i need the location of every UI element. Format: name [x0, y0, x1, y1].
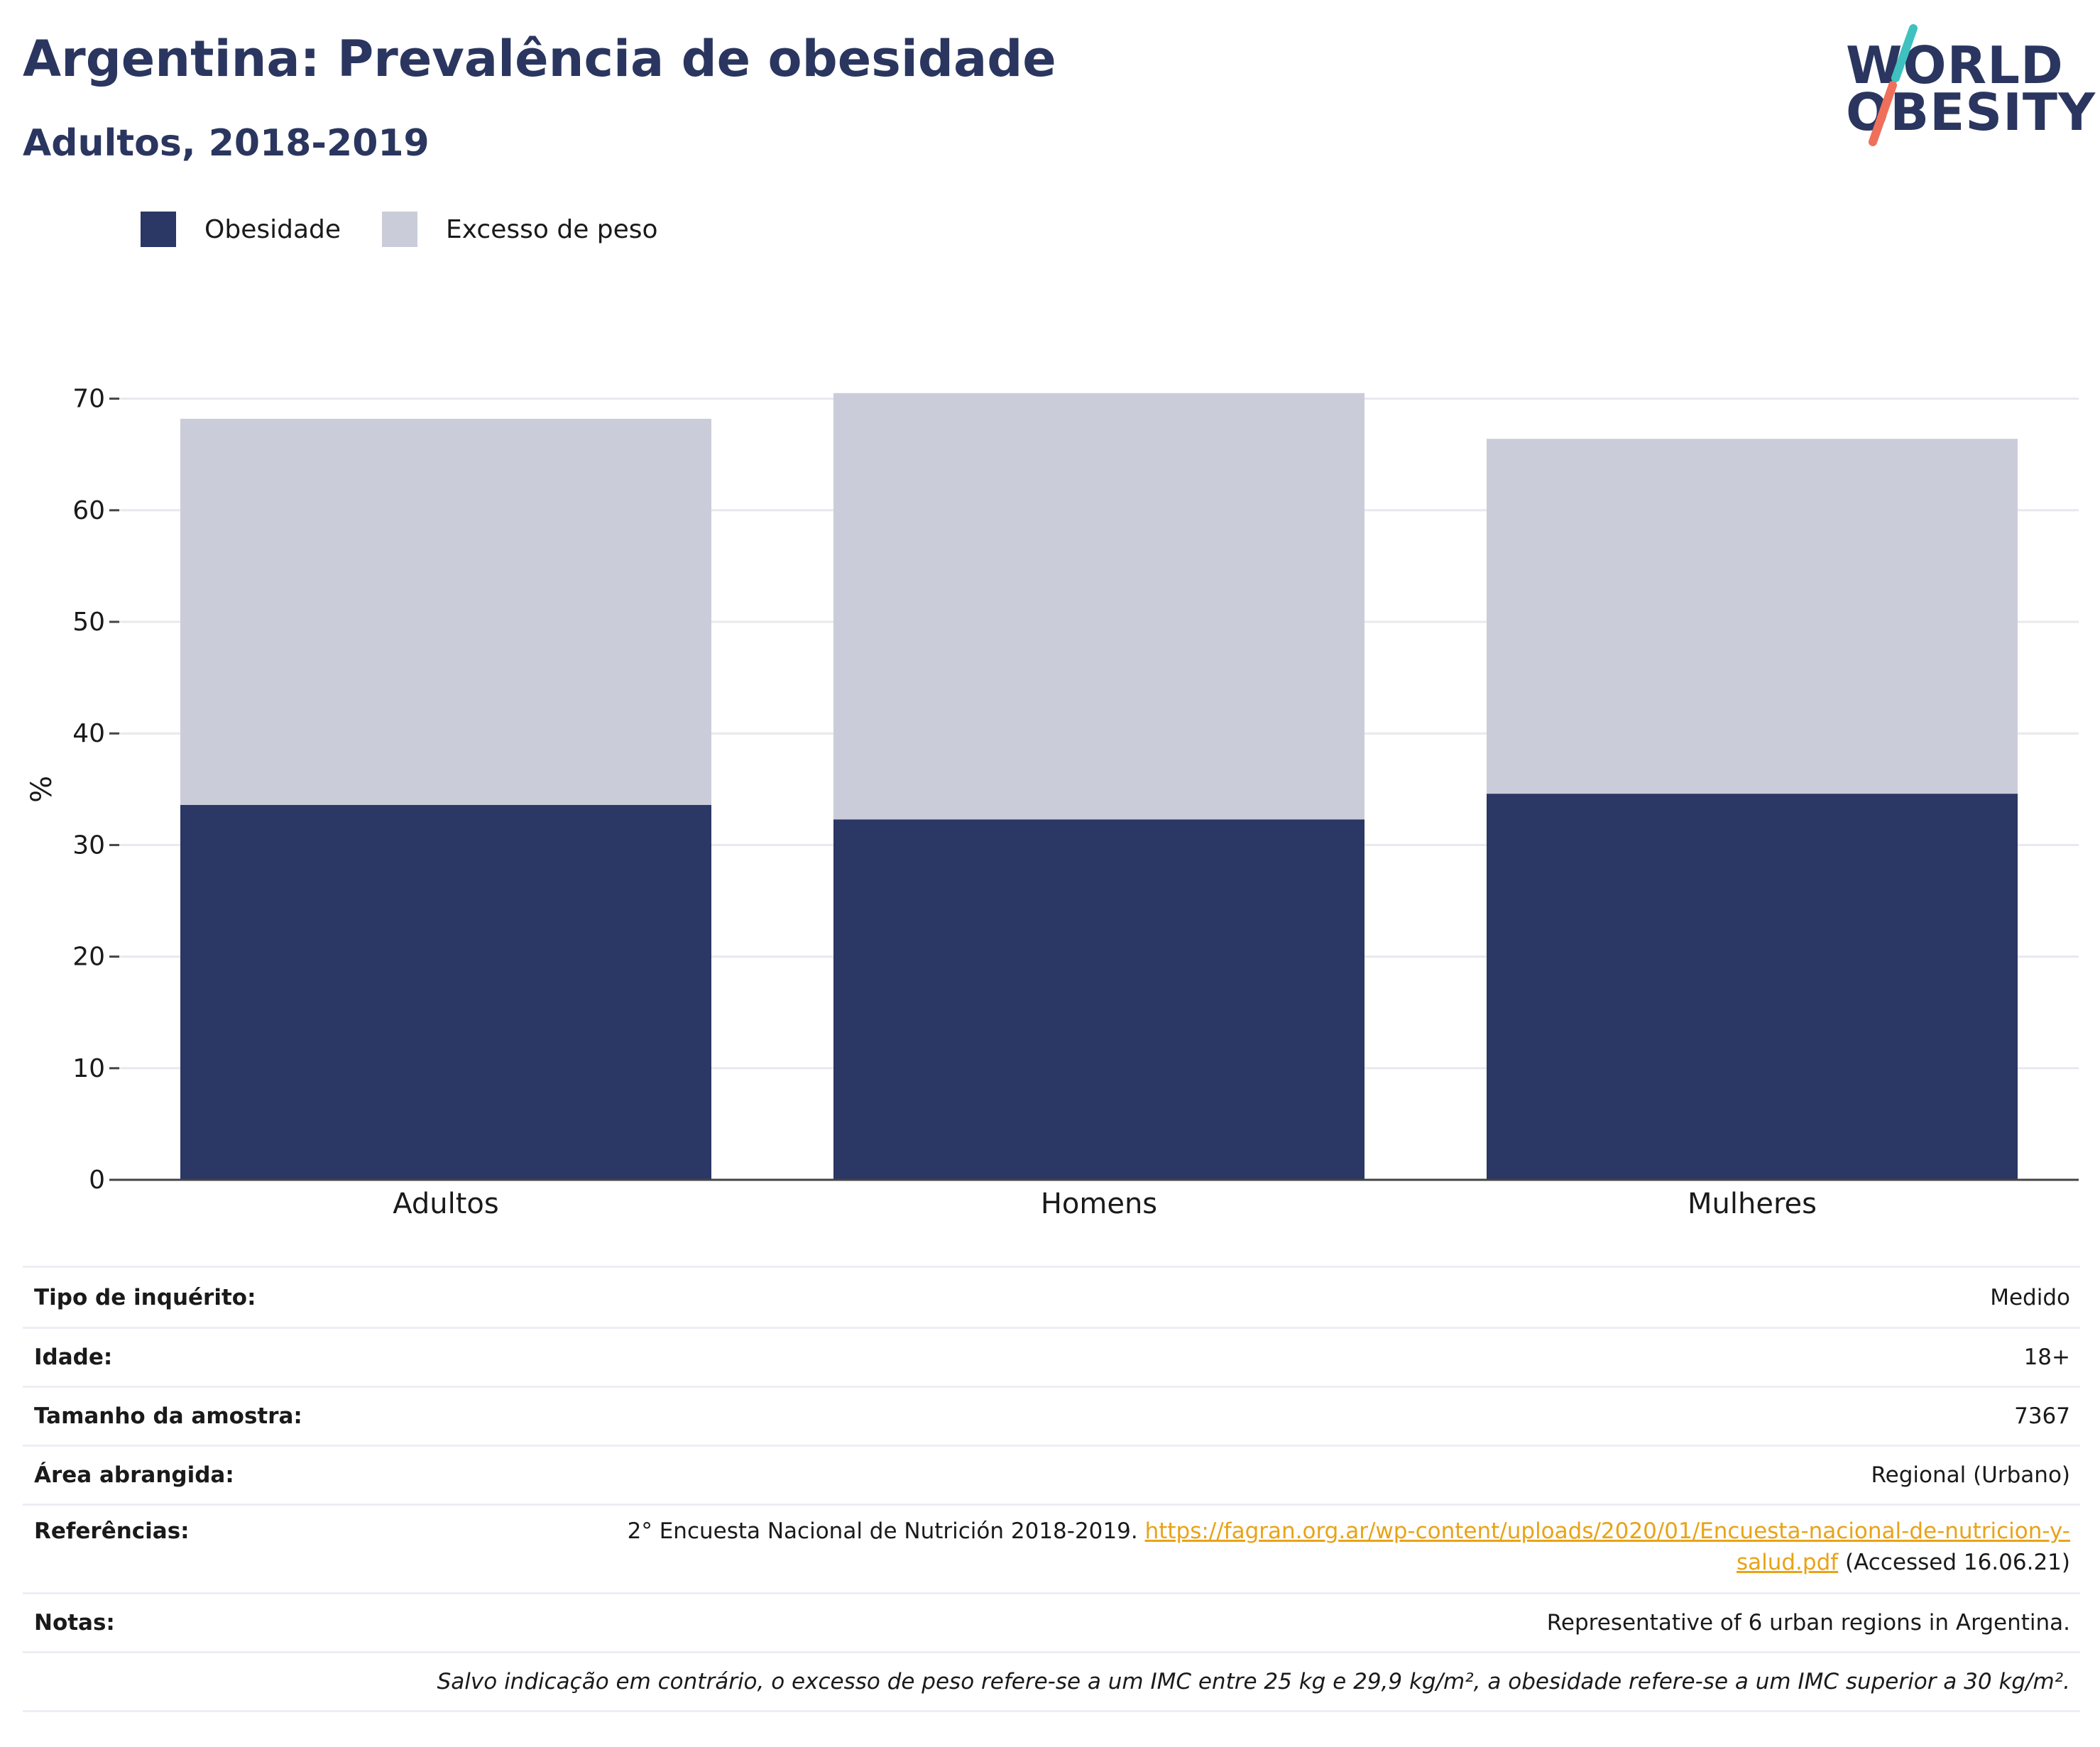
references-value: 2° Encuesta Nacional de Nutrición 2018-2… — [466, 1504, 2080, 1594]
bar-overweight-mulheres[interactable] — [1487, 439, 2018, 794]
info-row-notes: Notas: Representative of 6 urban regions… — [23, 1593, 2080, 1653]
survey-type-value: Medido — [466, 1266, 2080, 1329]
y-tick-label: 50 — [72, 608, 105, 637]
y-tick-label: 70 — [72, 385, 105, 414]
world-obesity-logo: WORLD OBESITY — [1846, 21, 2095, 149]
age-label: Idade: — [23, 1327, 466, 1388]
chart-title: Argentina: Prevalência de obesidade — [23, 30, 1056, 88]
survey-info-table: Tipo de inquérito: Medido Idade: 18+ Tam… — [23, 1266, 2080, 1712]
sample-size-label: Tamanho da amostra: — [23, 1386, 466, 1447]
chart-subtitle: Adultos, 2018-2019 — [23, 122, 430, 165]
info-row-references: Referências: 2° Encuesta Nacional de Nut… — [23, 1504, 2080, 1594]
x-tick-label: Adultos — [393, 1188, 499, 1220]
bar-overweight-adultos[interactable] — [180, 418, 711, 805]
age-value: 18+ — [466, 1327, 2080, 1388]
legend-label-overweight: Excesso de peso — [446, 214, 658, 244]
y-tick-label: 30 — [72, 831, 105, 860]
sample-size-value: 7367 — [466, 1386, 2080, 1447]
info-row-survey-type: Tipo de inquérito: Medido — [23, 1266, 2080, 1329]
x-tick-label: Mulheres — [1688, 1188, 1817, 1220]
y-axis-ticks: 0 10 20 30 40 50 60 70 — [72, 385, 119, 1195]
references-accessed: (Accessed 16.06.21) — [1838, 1550, 2070, 1575]
legend-item-overweight[interactable]: Excesso de peso — [382, 212, 658, 247]
y-axis-title: % — [26, 776, 58, 803]
bar-overweight-homens[interactable] — [833, 393, 1365, 820]
logo-slash-icon — [1869, 24, 1918, 146]
area-label: Área abrangida: — [23, 1445, 466, 1506]
y-tick-label: 10 — [72, 1054, 105, 1083]
info-row-sample-size: Tamanho da amostra: 7367 — [23, 1386, 2080, 1447]
references-label: Referências: — [23, 1504, 466, 1594]
notes-value: Representative of 6 urban regions in Arg… — [466, 1593, 2080, 1653]
x-axis-labels: Adultos Homens Mulheres — [393, 1188, 1817, 1220]
x-tick-label: Homens — [1041, 1188, 1157, 1220]
legend-item-obesity[interactable]: Obesidade — [141, 212, 341, 247]
bar-obesity-mulheres[interactable] — [1487, 794, 2018, 1180]
legend-label-obesity: Obesidade — [204, 214, 341, 244]
info-row-area: Área abrangida: Regional (Urbano) — [23, 1445, 2080, 1506]
references-link-cont[interactable]: salud.pdf — [1736, 1550, 1839, 1575]
area-value: Regional (Urbano) — [466, 1445, 2080, 1506]
info-row-age: Idade: 18+ — [23, 1327, 2080, 1388]
chart-legend: Obesidade Excesso de peso — [141, 212, 699, 247]
notes-label: Notas: — [23, 1593, 466, 1653]
references-text: 2° Encuesta Nacional de Nutrición 2018-2… — [627, 1518, 1145, 1544]
bar-obesity-homens[interactable] — [833, 819, 1365, 1180]
info-row-footnote: Salvo indicação em contrário, o excesso … — [23, 1652, 2080, 1712]
bmi-footnote: Salvo indicação em contrário, o excesso … — [23, 1652, 2080, 1712]
bar-group — [180, 393, 2018, 1180]
legend-swatch-obesity — [141, 212, 176, 247]
references-link[interactable]: https://fagran.org.ar/wp-content/uploads… — [1144, 1518, 2070, 1544]
survey-type-label: Tipo de inquérito: — [23, 1266, 466, 1329]
logo-word-world: WORLD — [1846, 35, 2064, 95]
bar-obesity-adultos[interactable] — [180, 804, 711, 1180]
legend-swatch-overweight — [382, 212, 418, 247]
y-tick-label: 20 — [72, 943, 105, 972]
y-tick-label: 60 — [72, 496, 105, 525]
bar-chart: 0 10 20 30 40 50 60 70 Adultos Homens Mulheres % — [26, 385, 2079, 1220]
y-tick-label: 40 — [72, 719, 105, 748]
y-tick-label: 0 — [89, 1166, 105, 1195]
